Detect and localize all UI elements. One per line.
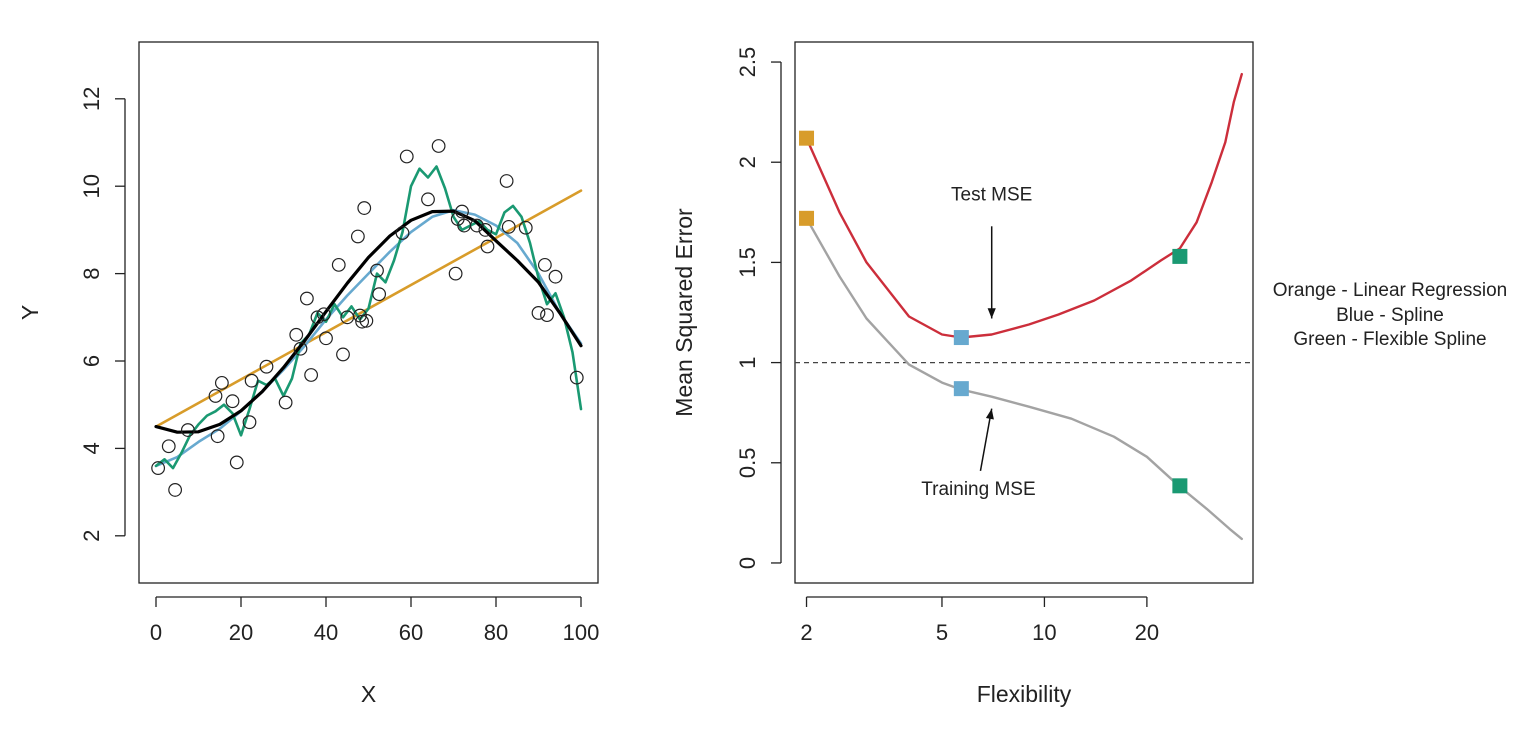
x-tick-label-right: 5 [936,620,948,645]
data-point [357,201,372,215]
flexibility-marker [799,210,815,226]
data-point [214,375,229,390]
data-point [278,395,293,410]
data-point [501,219,516,234]
fit-line-2 [154,208,583,468]
data-point [531,306,546,320]
x-tick-label-right: 20 [1135,620,1159,645]
data-point [478,223,493,237]
data-point [151,461,166,475]
data-point [180,423,195,437]
y-axis-title-left: Y [17,305,43,320]
data-point [310,310,325,325]
data-point [359,313,374,328]
data-point [336,347,350,362]
data-point [208,389,223,403]
y-tick-label-right: 1 [735,356,760,368]
y-tick-label-left: 4 [79,442,104,454]
flexibility-marker [799,130,815,146]
data-point [319,331,333,346]
side-note: Orange - Linear Regression Blue - Spline… [1252,279,1528,353]
data-point [399,149,414,164]
data-point [421,192,435,207]
data-point [210,429,225,444]
x-tick-label-left: 40 [314,620,338,645]
flexibility-marker [953,330,969,346]
y-tick-label-right: 1.5 [735,247,760,278]
data-point [299,291,314,306]
data-point [372,287,387,302]
data-point [548,269,563,284]
training-mse-label: Training MSE [921,479,1035,500]
data-point [225,394,240,409]
plot-frame-left [138,41,599,584]
flexibility-marker [1172,248,1188,264]
data-point [259,359,274,374]
y-tick-label-right: 0 [735,557,760,569]
data-point [229,455,244,470]
data-point [540,308,554,323]
data-point [316,307,331,322]
data-point [499,174,514,188]
test-mse-arrowhead [987,308,996,319]
left-panel: 0 20 40 60 80 100 2 4 6 8 10 12 X Y [17,41,600,707]
x-tick-label-left: 80 [484,620,508,645]
y-tick-label-right: 2 [735,156,760,168]
data-point [469,218,484,233]
data-point [293,341,308,356]
flexibility-marker [953,381,969,397]
data-point [480,239,495,254]
test-mse-label: Test MSE [951,184,1032,205]
data-point [331,257,346,272]
y-tick-label-left: 12 [79,87,104,111]
x-tick-label-right: 10 [1032,620,1056,645]
plot-frame-right [794,41,1254,584]
x-axis-title-right: Flexibility [977,681,1072,707]
side-note-line-blue: Blue - Spline [1336,304,1444,326]
data-point [242,415,257,430]
data-point [161,439,176,454]
y-axis-title-right: Mean Squared Error [671,208,697,417]
x-tick-label-left: 20 [229,620,253,645]
x-tick-label-left: 0 [150,620,162,645]
data-point [350,229,365,244]
x-tick-label-left: 100 [563,620,600,645]
training-mse-arrow [979,408,993,471]
x-axis-title-left: X [361,681,376,707]
y-tick-label-right: 0.5 [735,447,760,478]
data-point [304,368,319,382]
fit-line-0 [154,209,583,434]
training-mse-arrowhead [985,408,994,420]
data-point [455,204,469,219]
x-tick-label-right: 2 [800,620,812,645]
training-mse-curve [805,217,1244,541]
data-point [168,483,183,497]
data-point [289,327,304,342]
data-point [370,263,384,278]
data-point [395,226,410,240]
y-tick-label-left: 2 [79,530,104,542]
data-point [448,266,463,281]
right-panel: 2 5 10 20 0 0.5 1 1.5 2 2.5 Flexibility Mean Square… [671,41,1254,707]
y-tick-label-left: 8 [79,267,104,279]
flexibility-marker [1172,478,1188,494]
data-point [244,373,259,388]
side-note-line-orange: Orange - Linear Regression [1272,280,1508,301]
data-point [537,257,552,272]
y-tick-label-left: 10 [79,174,104,198]
test-mse-curve [805,72,1244,339]
y-tick-label-right: 2.5 [735,47,760,78]
x-tick-label-left: 60 [399,620,423,645]
y-tick-label-left: 6 [79,355,104,367]
fit-line-3 [154,165,583,470]
data-point [518,220,533,235]
data-point [431,139,446,153]
side-note-line-green: Green - Flexible Spline [1293,329,1487,350]
data-point [569,370,584,385]
